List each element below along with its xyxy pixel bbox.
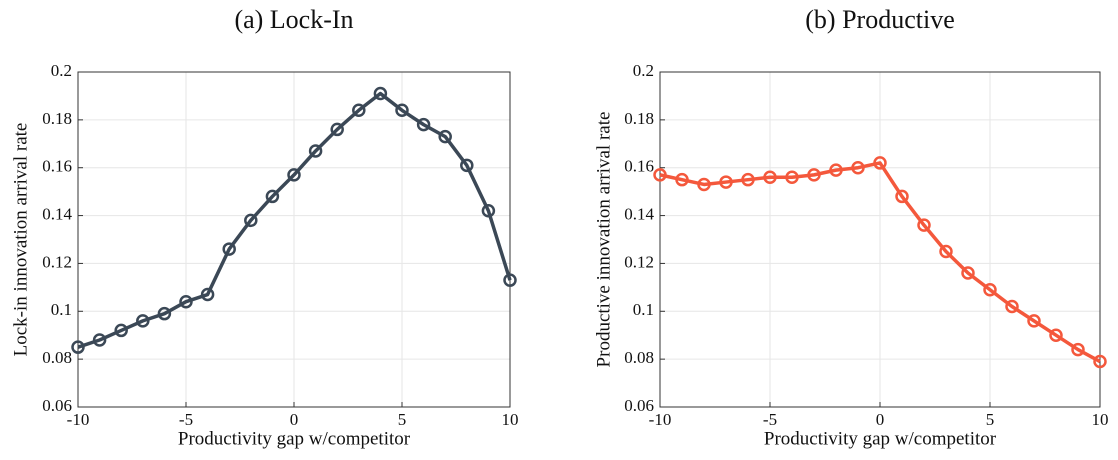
y-tick-label: 0.18	[42, 109, 72, 128]
y-tick-label: 0.2	[51, 61, 72, 80]
y-tick-label: 0.16	[42, 157, 72, 176]
y-tick-label: 0.18	[624, 109, 654, 128]
x-tick-label: -10	[67, 410, 90, 429]
marker	[71, 340, 85, 354]
marker	[1093, 354, 1107, 369]
y-tick-label: 0.12	[624, 252, 654, 271]
x-axis-label: Productivity gap w/competitor	[178, 428, 411, 449]
marker	[1027, 314, 1041, 328]
marker	[675, 172, 689, 187]
x-tick-label: 0	[290, 410, 299, 429]
y-tick-label: 0.06	[624, 396, 654, 415]
marker	[460, 158, 474, 173]
marker	[222, 242, 236, 256]
marker	[330, 122, 344, 137]
marker	[983, 283, 997, 297]
y-tick-label: 0.16	[624, 157, 654, 176]
marker	[1071, 342, 1085, 357]
plot-frame	[77, 71, 511, 408]
marker	[395, 103, 409, 118]
marker	[157, 306, 172, 321]
marker	[244, 213, 258, 228]
marker	[92, 333, 107, 347]
x-tick-label: -5	[179, 410, 193, 429]
marker	[653, 168, 667, 182]
y-axis-label: Productive innovation arrival rate	[593, 112, 614, 368]
marker	[741, 172, 755, 187]
x-tick-label: -10	[649, 410, 672, 429]
marker	[1005, 299, 1019, 314]
marker	[763, 170, 777, 185]
series-line	[77, 91, 512, 349]
marker	[1049, 328, 1063, 342]
plot-frame	[659, 71, 1101, 408]
marker	[719, 175, 733, 189]
y-tick-label: 0.14	[42, 204, 72, 223]
marker	[308, 144, 323, 158]
marker	[503, 273, 517, 287]
y-axis-label: Lock-in innovation arrival rate	[10, 123, 31, 357]
y-tick-label: 0.14	[624, 204, 654, 223]
y-tick-label: 0.08	[624, 348, 654, 367]
series-line	[659, 161, 1101, 364]
marker	[179, 294, 193, 309]
chart-title: (a) Lock-In	[234, 5, 353, 34]
marker	[917, 218, 931, 232]
marker	[785, 170, 799, 185]
x-axis-label: Productivity gap w/competitor	[764, 428, 997, 449]
marker	[873, 156, 887, 170]
x-tick-label: 0	[876, 410, 885, 429]
marker	[416, 117, 431, 132]
marker	[200, 287, 215, 302]
x-tick-label: 5	[986, 410, 995, 429]
marker	[939, 244, 953, 259]
x-tick-label: 10	[502, 410, 519, 429]
marker	[481, 204, 496, 218]
marker	[265, 189, 280, 204]
marker	[287, 168, 301, 182]
marker	[438, 129, 452, 144]
marker	[961, 266, 975, 280]
y-tick-label: 0.08	[42, 348, 72, 367]
marker	[352, 103, 366, 118]
y-tick-label: 0.1	[633, 300, 654, 319]
y-tick-label: 0.12	[42, 252, 72, 271]
y-tick-label: 0.06	[42, 396, 72, 415]
chart-title: (b) Productive	[805, 5, 954, 34]
x-tick-label: 5	[398, 410, 407, 429]
x-tick-label: 10	[1092, 410, 1109, 429]
marker	[829, 163, 843, 177]
marker	[697, 177, 711, 192]
x-tick-label: -5	[763, 410, 777, 429]
marker	[373, 86, 388, 101]
marker	[807, 168, 821, 182]
marker	[136, 314, 150, 328]
y-tick-label: 0.2	[633, 61, 654, 80]
marker	[895, 189, 909, 204]
marker	[114, 323, 128, 338]
y-tick-label: 0.1	[51, 300, 72, 319]
marker	[851, 160, 865, 175]
